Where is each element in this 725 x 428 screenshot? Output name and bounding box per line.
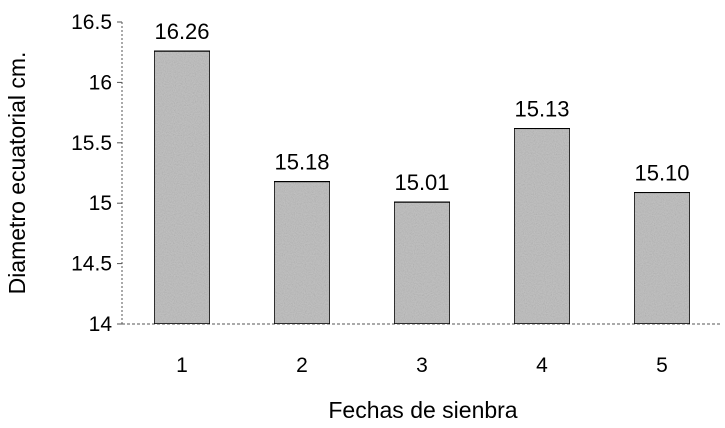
bar-1 xyxy=(153,50,211,325)
data-label-3: 15.01 xyxy=(394,170,449,195)
bar-4 xyxy=(513,127,571,325)
y-tick-label: 16 xyxy=(89,71,112,94)
y-tick-label: 15.5 xyxy=(71,132,112,155)
x-tick-label-3: 3 xyxy=(416,354,428,377)
data-label-2: 15.18 xyxy=(274,149,329,174)
x-tick-label-1: 1 xyxy=(176,354,188,377)
y-tick-label: 14 xyxy=(89,313,113,336)
y-tick-label: 14.5 xyxy=(71,253,112,276)
y-tick-label: 16.5 xyxy=(71,11,112,34)
data-label-5: 15.10 xyxy=(634,160,689,185)
y-axis-title: Diametro ecuatorial cm. xyxy=(4,52,30,295)
x-axis-title: Fechas de sienbra xyxy=(328,397,517,423)
bars xyxy=(153,50,691,325)
y-tick-label: 15 xyxy=(89,192,112,215)
bar-3 xyxy=(393,201,451,325)
x-tick-label-5: 5 xyxy=(656,354,668,377)
data-label-4: 15.13 xyxy=(514,96,569,121)
bar-2 xyxy=(273,180,331,325)
x-tick-label-4: 4 xyxy=(536,354,548,377)
y-ticks: 14 14.5 15 15.5 16 16.5 xyxy=(71,11,122,336)
data-label-1: 16.26 xyxy=(154,19,209,44)
bar-5 xyxy=(633,191,691,325)
x-tick-label-2: 2 xyxy=(296,354,308,377)
x-ticks: 1 2 3 4 5 xyxy=(176,354,668,377)
data-labels: 16.26 15.18 15.01 15.13 15.10 xyxy=(154,19,689,195)
